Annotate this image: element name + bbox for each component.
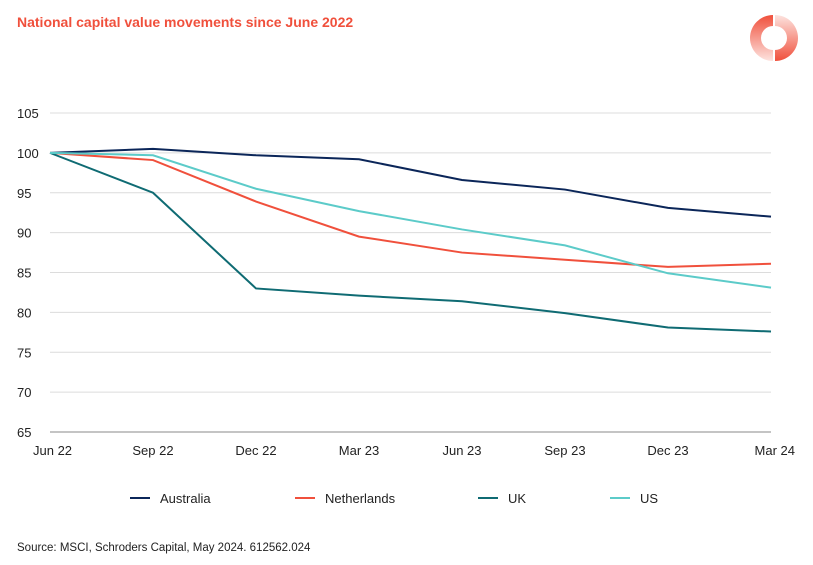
x-tick-label: Jun 22: [33, 443, 72, 458]
legend-label: US: [640, 491, 658, 506]
y-tick-label: 105: [17, 106, 39, 121]
legend-label: Netherlands: [325, 491, 396, 506]
y-tick-label: 70: [17, 385, 31, 400]
y-tick-label: 100: [17, 146, 39, 161]
x-tick-label: Dec 22: [235, 443, 276, 458]
x-tick-label: Mar 24: [755, 443, 795, 458]
y-tick-label: 85: [17, 266, 31, 281]
series-line-australia: [49, 147, 772, 218]
legend-label: UK: [508, 491, 526, 506]
chart-title: National capital value movements since J…: [17, 14, 354, 30]
y-tick-label: 80: [17, 305, 31, 320]
series-line-us: [49, 151, 772, 289]
logo: [750, 15, 798, 61]
y-tick-label: 95: [17, 186, 31, 201]
y-tick-label: 65: [17, 425, 31, 440]
x-tick-label: Dec 23: [647, 443, 688, 458]
source-note: Source: MSCI, Schroders Capital, May 202…: [17, 542, 311, 554]
x-tick-label: Jun 23: [442, 443, 481, 458]
y-tick-label: 75: [17, 345, 31, 360]
x-tick-label: Sep 22: [132, 443, 173, 458]
legend-label: Australia: [160, 491, 211, 506]
x-tick-label: Mar 23: [339, 443, 379, 458]
series-line-uk: [49, 151, 772, 333]
x-tick-label: Sep 23: [544, 443, 585, 458]
series-line-netherlands: [49, 151, 772, 268]
line-chart: 65 70 75 80 85 90 95 100 105 Jun 22 Sep 22 Dec 22 Ma…: [17, 106, 795, 506]
y-tick-label: 90: [17, 226, 31, 241]
